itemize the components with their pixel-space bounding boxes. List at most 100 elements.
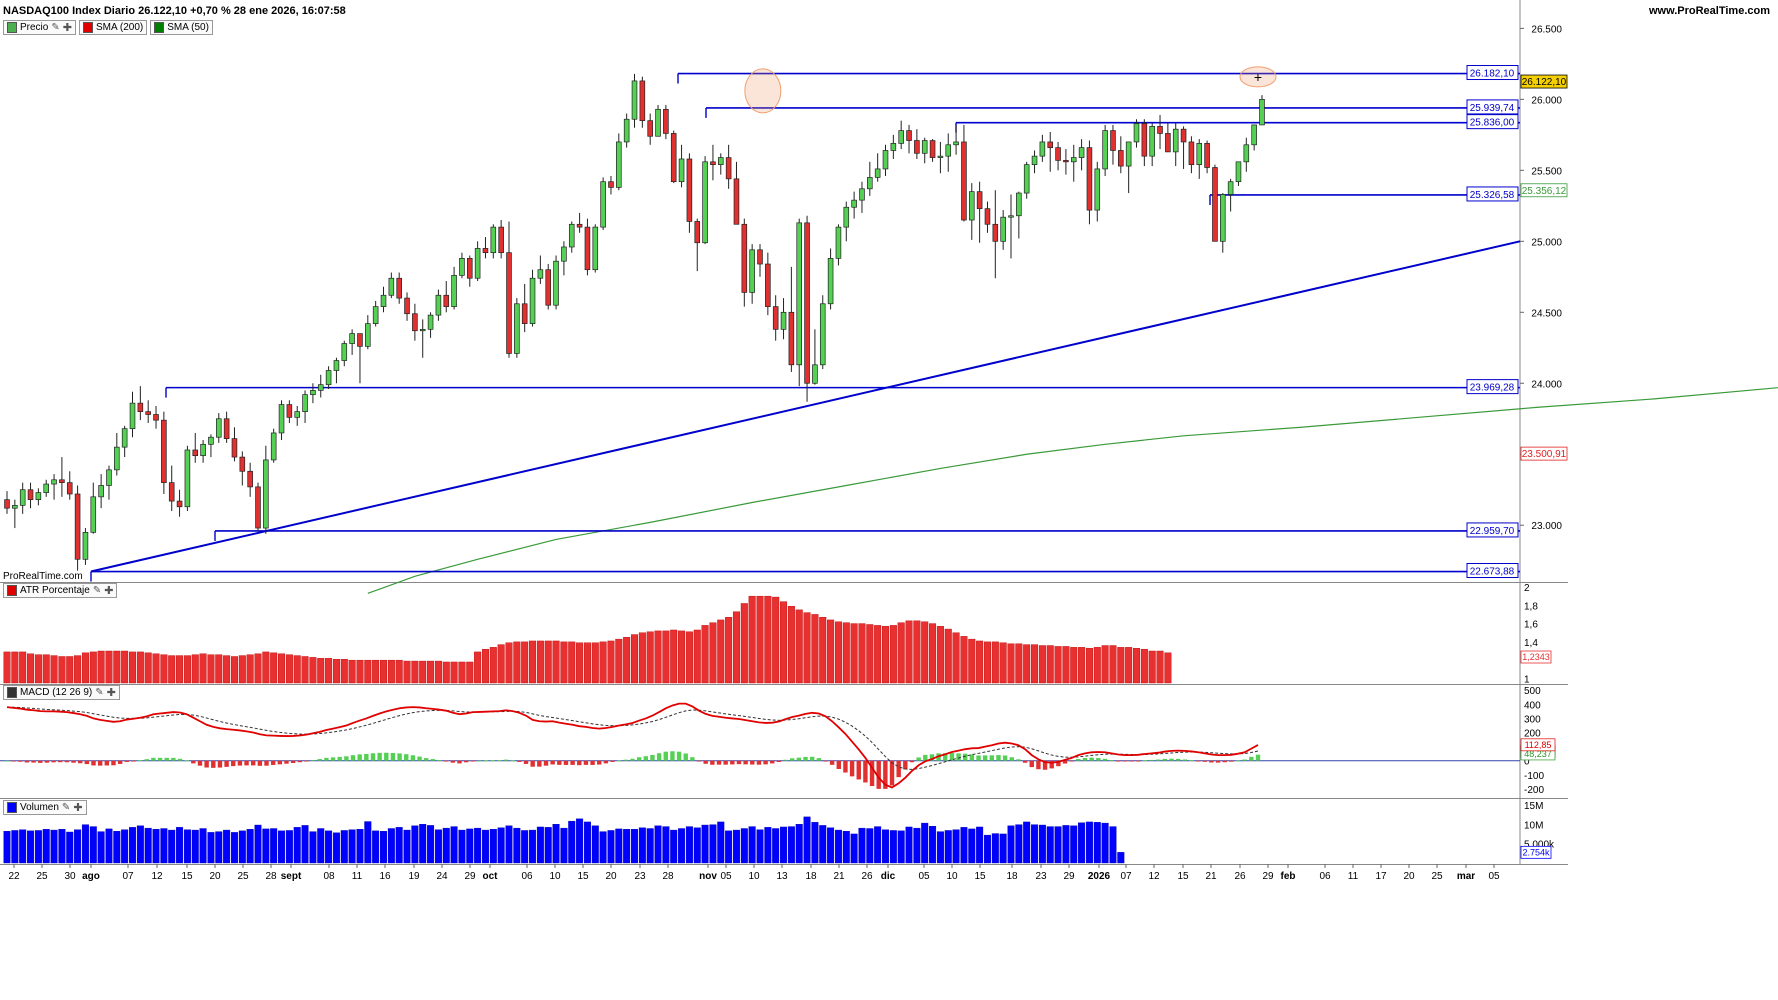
macd-axis-tick-label: 400	[1524, 700, 1541, 711]
candle	[1180, 126, 1187, 169]
macd-hist-bar	[883, 760, 888, 789]
price-legend-box[interactable]: Precio ✎ ✚	[3, 20, 76, 35]
site-url[interactable]: www.ProRealTime.com	[1648, 5, 1770, 17]
macd-hist-bar	[470, 760, 475, 762]
plus-icon[interactable]: ✚	[73, 802, 83, 814]
candle	[404, 292, 410, 321]
candle-body	[874, 168, 881, 178]
candle-body	[898, 130, 904, 144]
volume-bar	[725, 830, 733, 864]
atr-bar	[834, 621, 842, 684]
candle-body	[310, 390, 316, 395]
atr-bar	[427, 660, 435, 684]
macd-hist-bar	[71, 760, 76, 763]
candle-body	[106, 469, 112, 486]
candle	[984, 201, 991, 233]
candle	[1008, 194, 1014, 259]
x-axis-tick-label: 15	[1177, 871, 1189, 882]
atr-bar	[936, 626, 944, 684]
atr-bar	[583, 642, 591, 684]
atr-last-box	[1520, 650, 1552, 664]
plus-icon[interactable]: ✚	[62, 22, 72, 34]
candle	[882, 144, 889, 177]
candle	[1086, 140, 1093, 225]
candle	[490, 224, 497, 259]
atr-bar	[560, 641, 568, 684]
macd-legend-box[interactable]: MACD (12 26 9) ✎ ✚	[3, 685, 120, 700]
candle	[317, 374, 324, 398]
wrench-icon[interactable]: ✎	[92, 585, 102, 596]
candle-body	[867, 177, 873, 190]
candle-body	[459, 258, 465, 276]
atr-bar	[285, 654, 293, 684]
atr-bar	[1038, 645, 1046, 684]
candle	[725, 144, 732, 189]
atr-bar	[1109, 645, 1117, 684]
volume-bar	[246, 829, 254, 864]
volume-bar	[583, 821, 591, 864]
sma200-legend-box[interactable]: SMA (200)	[78, 20, 148, 35]
candle-body	[372, 306, 379, 324]
atr-bar	[803, 612, 811, 684]
macd-hist-bar	[710, 760, 715, 765]
volume-bar	[1031, 824, 1039, 864]
candle	[890, 134, 897, 159]
atr-bar	[129, 651, 136, 684]
candle-body	[443, 294, 450, 307]
macd-hist-last-label: 48,237	[1524, 749, 1552, 759]
candle-body	[1055, 147, 1061, 161]
candle-body	[1259, 99, 1265, 126]
wrench-icon[interactable]: ✎	[61, 802, 71, 813]
volume-bar	[176, 827, 184, 864]
volume-axis-tick-label: 5.000k	[1524, 840, 1555, 851]
candle	[953, 124, 959, 155]
macd-hist-bar	[823, 760, 828, 762]
candle	[867, 161, 873, 196]
candle	[898, 120, 904, 150]
plus-icon[interactable]: ✚	[106, 687, 116, 699]
plus-icon[interactable]: ✚	[104, 585, 114, 597]
atr-bar	[929, 623, 937, 684]
volume-bar	[3, 831, 11, 864]
volume-legend-box[interactable]: Volumen ✎ ✚	[3, 800, 87, 815]
candle-body	[278, 404, 285, 434]
atr-legend-box[interactable]: ATR Porcentaje ✎ ✚	[3, 583, 118, 598]
volume-bar	[732, 829, 740, 864]
volume-bar	[230, 832, 238, 864]
volume-bar	[544, 827, 552, 864]
atr-bar	[1054, 646, 1062, 684]
macd-hist-bar	[523, 760, 529, 764]
candle-body	[882, 150, 889, 170]
wrench-icon[interactable]: ✎	[95, 687, 104, 698]
macd-hist-bar	[270, 760, 276, 765]
candle	[114, 432, 120, 476]
candle	[192, 432, 199, 463]
volume-bar	[834, 829, 842, 864]
atr-bar	[97, 650, 105, 684]
volume-bar	[1101, 822, 1109, 864]
atr-bar	[262, 651, 270, 684]
sma50-legend-box[interactable]: SMA (50)	[150, 20, 213, 35]
candle-body	[1235, 161, 1242, 183]
volume-bar	[803, 816, 811, 864]
wrench-icon[interactable]: ✎	[51, 22, 60, 33]
x-axis-tick-label: dic	[881, 871, 896, 882]
x-axis-tick-label: 22	[8, 871, 20, 882]
last-price-label: 26.122,10	[1522, 77, 1567, 88]
atr-bar	[1117, 647, 1125, 684]
volume-bar	[19, 829, 27, 864]
candle-body	[255, 486, 261, 529]
atr-bar	[419, 660, 427, 684]
candle	[223, 411, 230, 443]
candle-body	[545, 269, 552, 306]
macd-hist-bar	[124, 760, 129, 762]
candle	[365, 315, 371, 350]
macd-hist-bar	[44, 760, 50, 763]
atr-bar	[183, 655, 191, 684]
volume-bar	[152, 829, 160, 864]
volume-bar	[427, 825, 435, 864]
macd-hist-bar	[370, 753, 376, 761]
volume-bar	[42, 829, 50, 864]
volume-bar	[1038, 824, 1046, 864]
